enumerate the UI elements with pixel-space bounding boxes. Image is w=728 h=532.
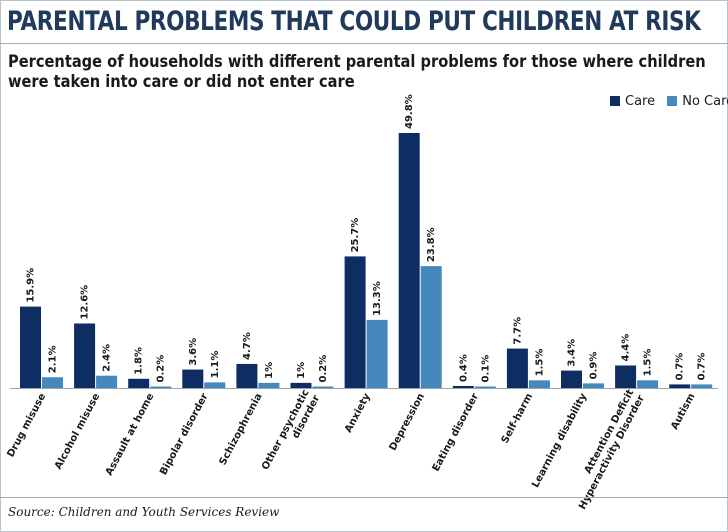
data-label-care-4: 3.6% [188, 338, 199, 366]
bar-no-care-1 [42, 377, 63, 388]
category-label-10: Self-harm [500, 392, 536, 446]
bar-care-6 [290, 382, 312, 388]
chart-subtitle: Percentage of households with different … [8, 52, 706, 92]
data-label-care-8: 49.8% [404, 94, 415, 129]
data-label-care-6: 1% [296, 362, 307, 379]
category-label-5: Schizophrenia [218, 392, 265, 467]
bar-care-11 [561, 370, 582, 388]
data-label-care-1: 15.9% [26, 268, 37, 303]
data-label-care-11: 3.4% [567, 339, 578, 367]
data-label-no-care-6: 0.2% [318, 355, 329, 383]
bar-care-4 [182, 369, 204, 388]
data-label-care-3: 1.8% [134, 347, 145, 375]
bar-no-care-7 [366, 319, 388, 388]
data-label-no-care-13: 0.7% [697, 353, 708, 381]
data-label-care-5: 4.7% [242, 332, 253, 360]
bar-care-1 [20, 306, 41, 388]
bar-no-care-5 [258, 382, 280, 388]
bar-care-5 [236, 363, 258, 388]
legend-swatch-care [610, 96, 620, 106]
category-label-6: Other psychoticdisorder [260, 388, 322, 478]
category-label-8: Depression [388, 392, 427, 453]
source-note: Source: Children and Youth Services Revi… [8, 505, 280, 519]
legend-item-care: Care [610, 94, 659, 109]
category-label-4: Bipolar disorder [158, 392, 210, 477]
category-label-2: Alcohol misuse [53, 391, 102, 471]
bar-no-care-9 [474, 386, 496, 388]
legend-label-care: Care [625, 94, 656, 109]
data-label-no-care-11: 0.9% [589, 352, 600, 380]
chart-title: PARENTAL PROBLEMS THAT COULD PUT CHILDRE… [7, 6, 701, 37]
data-label-no-care-4: 1.1% [210, 351, 221, 379]
bar-care-13 [669, 384, 691, 388]
source-divider [0, 497, 728, 498]
data-label-no-care-7: 13.3% [372, 281, 383, 316]
bar-no-care-8 [420, 266, 442, 388]
data-label-no-care-3: 0.2% [156, 355, 167, 383]
bar-care-12 [615, 365, 637, 388]
category-label-13: Autism [669, 392, 697, 432]
data-label-care-7: 25.7% [350, 218, 361, 253]
bar-no-care-10 [528, 380, 550, 388]
category-label-9: Eating disorder [431, 392, 481, 474]
data-label-no-care-2: 2.4% [102, 344, 113, 372]
bar-no-care-3 [150, 386, 172, 388]
data-label-care-13: 0.7% [675, 353, 686, 381]
data-label-no-care-5: 1% [264, 362, 275, 379]
category-label-7: Anxiety [343, 391, 373, 434]
category-label-11: Learning disability [530, 391, 589, 489]
legend-label-no-care: No Care [682, 94, 728, 109]
data-label-care-12: 4.4% [621, 334, 632, 362]
data-label-no-care-1: 2.1% [48, 346, 59, 374]
data-label-care-10: 7.7% [512, 317, 523, 345]
data-label-no-care-10: 1.5% [534, 349, 545, 377]
bar-care-10 [506, 348, 528, 388]
data-label-no-care-12: 1.5% [643, 349, 654, 377]
bar-care-9 [452, 385, 474, 388]
data-label-no-care-8: 23.8% [426, 227, 437, 262]
legend-swatch-no-care [667, 96, 678, 106]
bar-no-care-2 [96, 375, 118, 388]
bar-no-care-13 [691, 384, 713, 388]
bar-no-care-4 [204, 382, 226, 388]
category-label-1: Drug misuse [5, 391, 48, 459]
data-label-care-9: 0.4% [458, 354, 469, 382]
legend-item-no-care: No Care [667, 94, 728, 109]
bar-no-care-11 [583, 383, 604, 388]
bar-no-care-12 [637, 380, 659, 388]
data-label-no-care-9: 0.1% [480, 355, 491, 383]
bar-care-3 [128, 378, 150, 388]
bar-care-2 [74, 323, 96, 388]
legend: Care No Care [610, 94, 728, 109]
category-label-3: Assault at home [104, 391, 157, 477]
title-divider [0, 43, 728, 44]
bar-care-8 [398, 133, 420, 388]
data-label-care-2: 12.6% [80, 285, 91, 320]
bar-care-7 [344, 256, 366, 388]
bar-no-care-6 [312, 386, 334, 388]
